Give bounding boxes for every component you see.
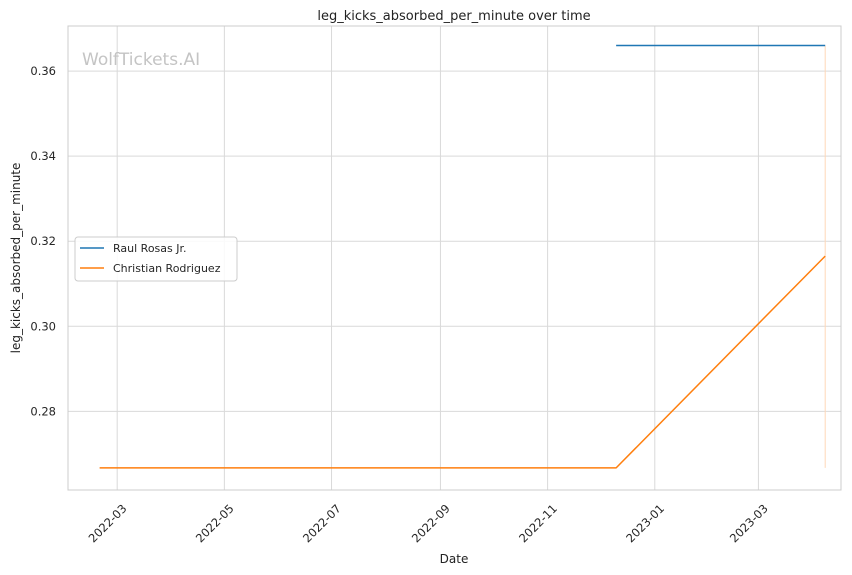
x-axis-label: Date xyxy=(440,552,469,566)
y-tick-label: 0.28 xyxy=(30,404,56,418)
grid xyxy=(68,26,841,490)
series-lines xyxy=(99,44,826,469)
watermark-text: WolfTickets.AI xyxy=(82,50,200,70)
x-tick-label: 2023-03 xyxy=(727,501,771,545)
y-tick-label: 0.34 xyxy=(30,149,56,163)
x-tick-labels: 2022-03 2022-05 2022-07 2022-09 2022-11 2023-… xyxy=(86,501,771,545)
x-tick-label: 2022-11 xyxy=(516,501,560,545)
y-tick-labels: 0.28 0.30 0.32 0.34 0.36 xyxy=(30,64,56,418)
legend: Raul Rosas Jr. Christian Rodriguez xyxy=(74,236,238,282)
y-axis-label: leg_kicks_absorbed_per_minute xyxy=(9,163,23,354)
series-line-christian-rodriguez xyxy=(99,255,826,469)
y-tick-label: 0.36 xyxy=(30,64,56,78)
x-tick-label: 2022-07 xyxy=(300,501,344,545)
legend-label-christian-rodriguez: Christian Rodriguez xyxy=(113,262,221,275)
legend-box xyxy=(74,236,238,282)
plot-frame xyxy=(67,25,842,491)
chart-title: leg_kicks_absorbed_per_minute over time xyxy=(317,9,590,24)
legend-label-raul-rosas: Raul Rosas Jr. xyxy=(113,242,187,255)
y-tick-label: 0.32 xyxy=(30,234,56,248)
x-tick-label: 2022-09 xyxy=(409,501,453,545)
y-tick-label: 0.30 xyxy=(30,319,56,333)
x-tick-label: 2022-03 xyxy=(86,501,130,545)
x-tick-label: 2023-01 xyxy=(623,501,667,545)
x-tick-label: 2022-05 xyxy=(193,501,237,545)
